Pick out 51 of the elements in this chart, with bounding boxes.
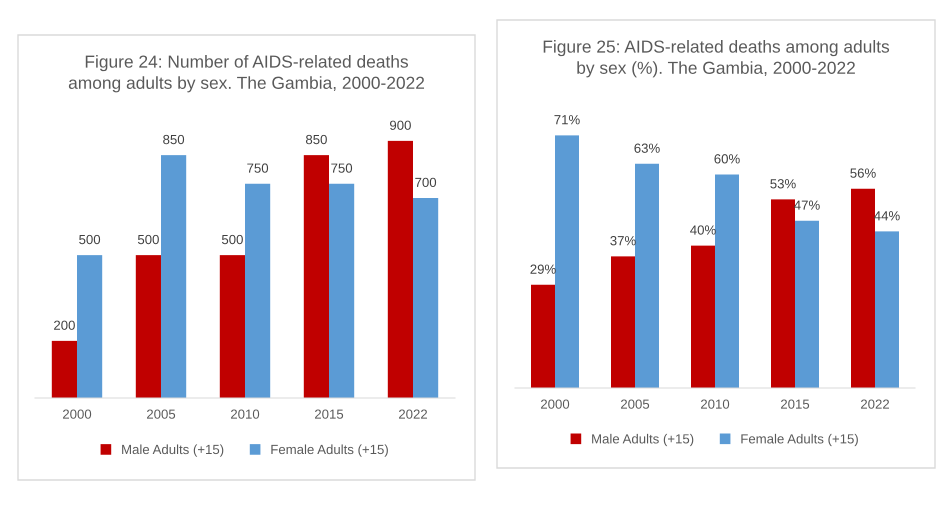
- bar: [413, 198, 438, 398]
- bar: [771, 199, 795, 388]
- bar: [220, 255, 245, 398]
- bar: [635, 164, 659, 388]
- bar: [795, 220, 819, 388]
- data-label: 750: [331, 163, 352, 173]
- x-tick-label: 2000: [62, 409, 92, 419]
- x-tick-label: 2005: [620, 399, 650, 409]
- x-tick-label: 2005: [146, 409, 176, 419]
- data-label: 63%: [634, 144, 660, 153]
- bar: [136, 255, 161, 398]
- x-tick-label: 2022: [860, 399, 890, 409]
- chart-title: Figure 25: AIDS-related deaths among adults by sex (%). The Gambia, 2000-2022: [544, 40, 890, 78]
- x-tick-label: 2010: [700, 399, 730, 409]
- bar: [555, 135, 579, 388]
- bar: [611, 256, 635, 388]
- legend-label: Male Adults (+15): [592, 434, 694, 446]
- bar: [691, 246, 715, 388]
- x-tick-label: 2000: [540, 399, 570, 409]
- data-label: 56%: [850, 168, 876, 178]
- bar: [245, 184, 270, 398]
- bar: [161, 155, 186, 398]
- data-label: 750: [247, 163, 268, 173]
- bar: [329, 184, 354, 398]
- data-label: 850: [306, 134, 327, 144]
- bar: [52, 340, 77, 398]
- bar: [875, 231, 899, 388]
- data-label: 500: [222, 234, 243, 244]
- bar: [715, 174, 739, 388]
- legend-label: Female Adults (+15): [741, 434, 858, 446]
- bar: [388, 140, 413, 398]
- bar: [77, 255, 102, 398]
- data-label: 53%: [770, 179, 796, 188]
- data-label: 700: [415, 178, 436, 188]
- bar: [851, 188, 875, 388]
- x-tick-label: 2015: [780, 399, 810, 409]
- x-tick-label: 2010: [230, 409, 260, 419]
- data-label: 900: [390, 120, 411, 130]
- chart-title: Figure 24: Number of AIDS-related deaths among adults by sex. The Gambia, 2000-2022: [68, 55, 424, 92]
- data-label: 850: [163, 134, 184, 144]
- data-label: 60%: [714, 154, 740, 164]
- x-tick-label: 2015: [314, 409, 344, 419]
- data-label: 71%: [554, 115, 580, 124]
- legend-label: Female Adults (+15): [271, 444, 388, 457]
- bar: [304, 155, 329, 398]
- data-label: 200: [54, 320, 75, 330]
- bar: [531, 284, 555, 388]
- data-label: 500: [138, 234, 159, 244]
- x-tick-label: 2022: [398, 409, 428, 419]
- data-label: 500: [79, 234, 100, 244]
- legend-label: Male Adults (+15): [122, 444, 224, 457]
